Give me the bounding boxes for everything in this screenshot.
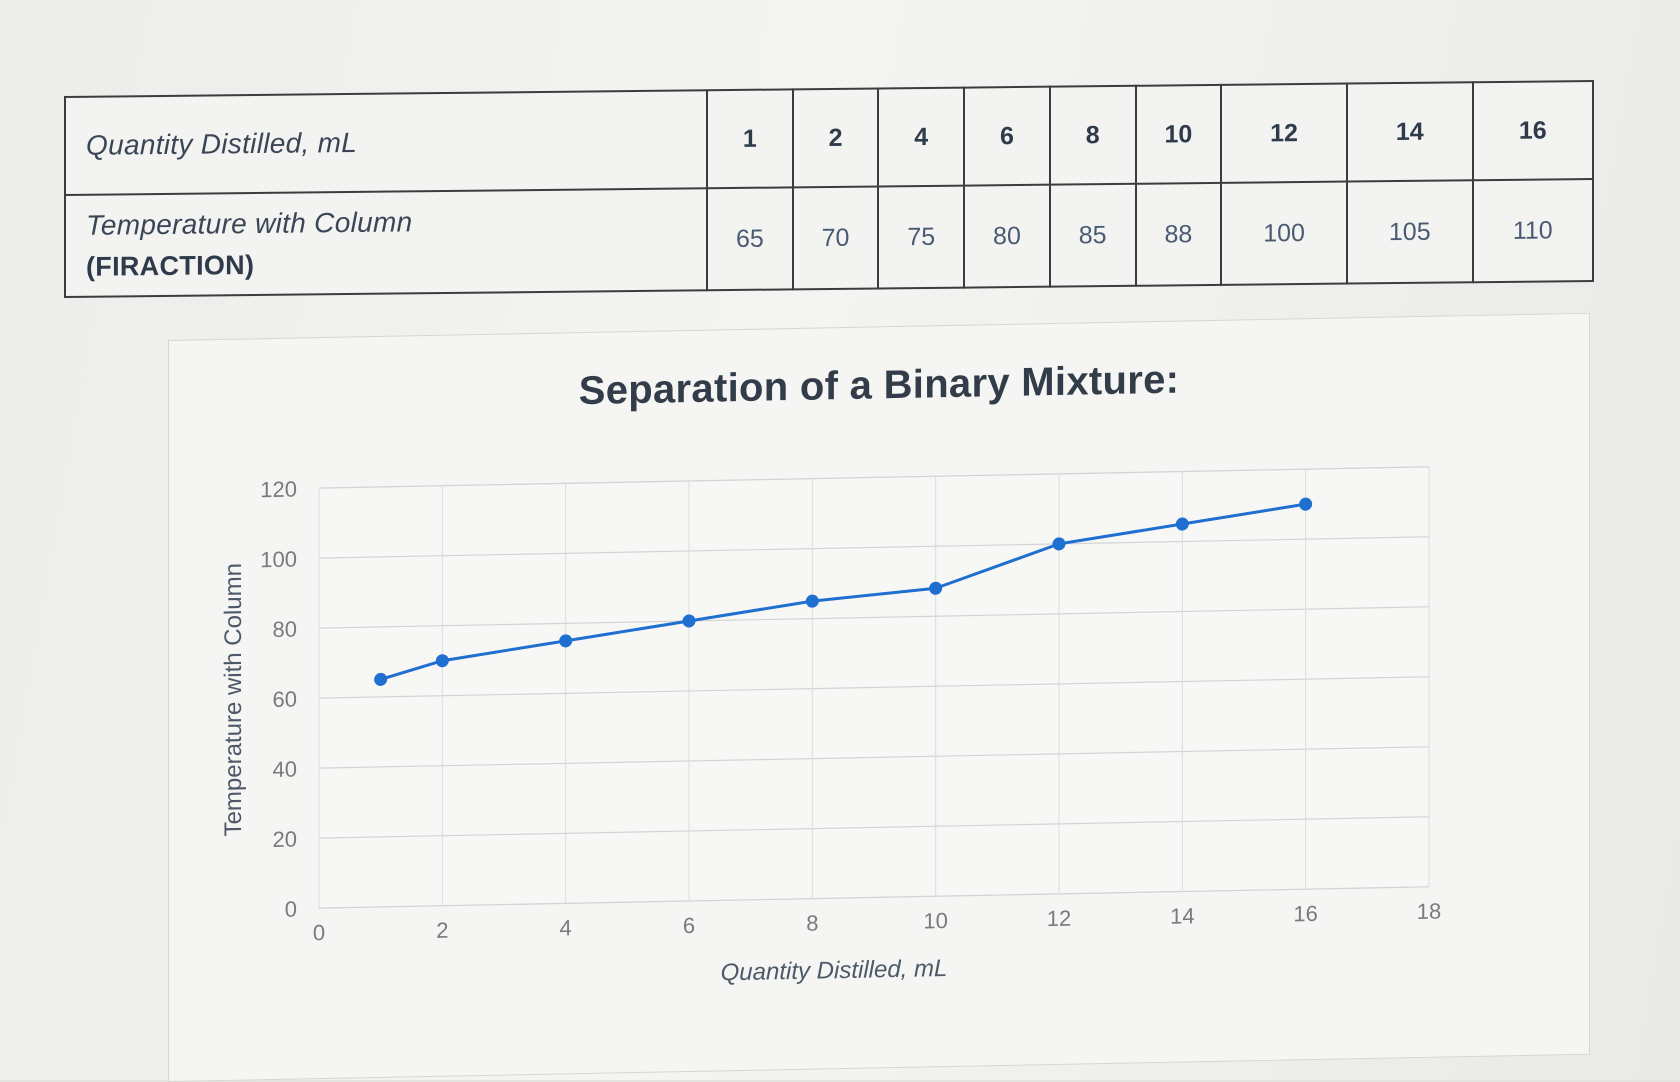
y-tick-label: 100 [260,547,297,573]
y-tick-label: 0 [285,897,297,922]
data-point [929,581,943,595]
quantity-cell: 2 [792,88,879,188]
x-tick-label: 2 [436,918,448,943]
quantity-row-label: Quantity Distilled, mL [86,126,358,161]
table-row-quantity: Quantity Distilled, mL 1 2 4 6 8 10 12 1… [65,80,1593,195]
y-tick-label: 60 [273,687,297,712]
x-tick-label: 10 [923,908,947,933]
y-gridline [319,466,1429,489]
temperature-cell: 70 [792,186,879,290]
temperature-cell: 110 [1472,178,1593,283]
x-tick-label: 8 [806,911,818,936]
y-tick-label: 20 [273,827,297,852]
quantity-cell: 14 [1346,82,1473,182]
temperature-row-header: Temperature with Column (FIRACTION) [65,188,707,297]
x-tick-label: 0 [313,920,325,945]
quantity-cell: 1 [707,89,793,189]
data-point [435,654,449,668]
temperature-cell: 65 [707,187,793,291]
quantity-cell: 12 [1221,83,1347,183]
x-tick-label: 14 [1170,903,1194,928]
y-tick-label: 40 [273,757,297,782]
temperature-cell: 88 [1135,182,1222,286]
temperature-row-label: Temperature with Column [86,205,413,241]
x-tick-label: 16 [1293,901,1317,926]
temperature-cell: 75 [878,185,965,289]
y-gridline [319,606,1429,629]
y-tick-label: 80 [273,617,297,642]
data-point [559,634,573,648]
series [374,497,1313,686]
x-tick-label: 18 [1417,899,1441,924]
x-tick-label: 6 [683,913,695,938]
temperature-cell: 100 [1221,181,1347,285]
grid [318,466,1430,909]
data-point [374,672,388,686]
x-tick-label: 12 [1047,906,1071,931]
quantity-row-header: Quantity Distilled, mL [65,90,707,195]
axes: 0 20 40 60 80 100 120 0 2 4 6 8 10 12 14 16 18 [260,477,1441,946]
x-tick-label: 4 [560,915,572,940]
y-tick-label: 120 [260,477,297,503]
quantity-cell: 8 [1049,85,1136,185]
y-gridline [319,536,1429,559]
table-row-temperature: Temperature with Column (FIRACTION) 65 7… [65,178,1593,297]
data-point [805,594,819,608]
x-axis-title: Quantity Distilled, mL [721,955,948,986]
y-gridline [319,746,1429,769]
y-gridline [319,676,1429,699]
data-point [1052,537,1066,551]
temperature-row-sublabel: (FIRACTION) [86,249,255,282]
temperature-cell: 80 [964,184,1050,288]
data-table: Quantity Distilled, mL 1 2 4 6 8 10 12 1… [64,79,1594,298]
temperature-cell: 105 [1346,180,1473,284]
y-gridline [319,886,1429,909]
data-point [682,614,696,628]
line-chart: 0 20 40 60 80 100 120 0 2 4 6 8 10 12 14 16 18 Temperatu… [220,466,1441,986]
quantity-cell: 6 [964,86,1050,186]
data-point [1175,517,1189,531]
temperature-cell: 85 [1049,183,1136,287]
quantity-cell: 4 [878,87,965,187]
data-point [1299,497,1313,511]
chart-panel: Separation of a Binary Mixture: 0 20 40 60 8… [168,312,1590,1082]
quantity-cell: 10 [1135,84,1222,184]
quantity-cell: 16 [1472,80,1593,181]
y-axis-title: Temperature with Column [220,563,247,837]
y-gridline [319,816,1429,839]
